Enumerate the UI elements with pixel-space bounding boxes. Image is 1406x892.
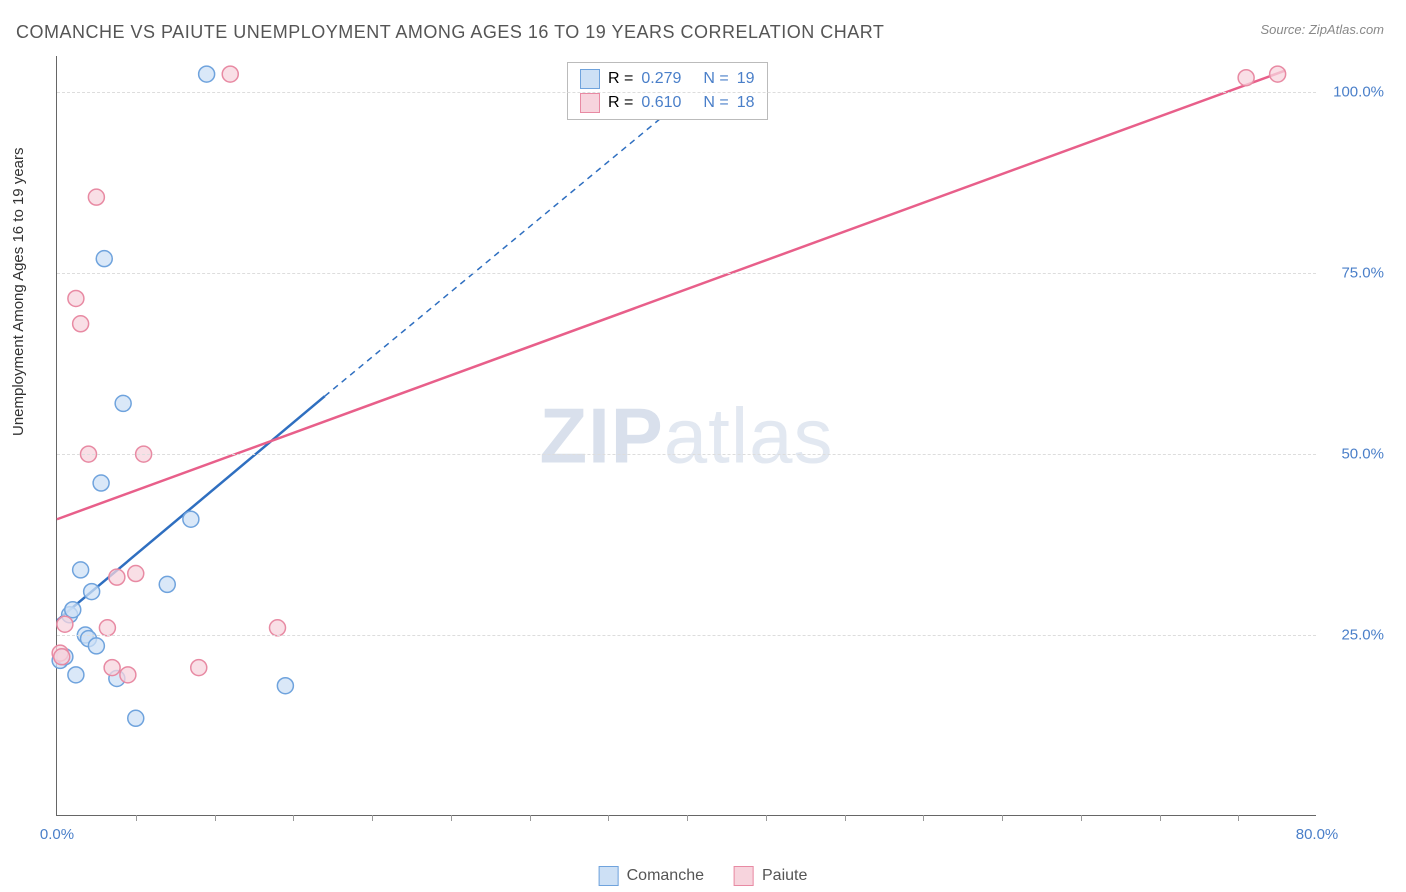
stat-r-label: R = <box>608 70 633 88</box>
series-swatch <box>580 69 600 89</box>
gridline <box>57 92 1316 93</box>
stat-r-label: R = <box>608 94 633 112</box>
x-tick-mark <box>215 815 216 821</box>
x-tick-mark <box>372 815 373 821</box>
x-tick-mark <box>1002 815 1003 821</box>
x-tick-mark <box>1081 815 1082 821</box>
data-point <box>277 678 293 694</box>
data-point <box>54 649 70 665</box>
x-tick-mark <box>1160 815 1161 821</box>
data-point <box>88 638 104 654</box>
stat-r-value: 0.279 <box>641 70 681 88</box>
legend-label: Paiute <box>762 867 807 885</box>
x-tick-mark <box>530 815 531 821</box>
chart-svg <box>57 56 1316 815</box>
legend-swatch <box>599 866 619 886</box>
x-tick-mark <box>845 815 846 821</box>
chart-title: COMANCHE VS PAIUTE UNEMPLOYMENT AMONG AG… <box>16 22 884 43</box>
x-tick-mark <box>1238 815 1239 821</box>
stat-n-label: N = <box>703 70 728 88</box>
data-point <box>88 189 104 205</box>
gridline <box>57 454 1316 455</box>
x-tick-mark <box>687 815 688 821</box>
x-tick-mark <box>766 815 767 821</box>
data-point <box>73 316 89 332</box>
x-tick-label: 80.0% <box>1296 826 1339 843</box>
x-tick-mark <box>136 815 137 821</box>
plot-area: ZIPatlas R =0.279N =19R =0.610N =18 25.0… <box>56 56 1316 816</box>
data-point <box>57 616 73 632</box>
data-point <box>109 569 125 585</box>
gridline <box>57 635 1316 636</box>
data-point <box>183 511 199 527</box>
data-point <box>191 660 207 676</box>
data-point <box>199 66 215 82</box>
data-point <box>84 584 100 600</box>
source-attribution: Source: ZipAtlas.com <box>1260 22 1384 37</box>
stat-n-label: N = <box>703 94 728 112</box>
data-point <box>1238 70 1254 86</box>
data-point <box>99 620 115 636</box>
x-tick-mark <box>923 815 924 821</box>
legend-item: Paiute <box>734 866 807 886</box>
x-tick-mark <box>293 815 294 821</box>
stats-row: R = 0.610 N = 18 <box>580 91 755 115</box>
stats-box: R = 0.279 N = 19 R = 0.610 N = 18 <box>567 62 768 120</box>
x-tick-label: 0.0% <box>40 826 74 843</box>
legend: Comanche Paiute <box>599 866 808 886</box>
y-tick-label: 100.0% <box>1324 84 1384 101</box>
legend-swatch <box>734 866 754 886</box>
data-point <box>68 290 84 306</box>
data-point <box>104 660 120 676</box>
data-point <box>68 667 84 683</box>
x-tick-mark <box>451 815 452 821</box>
data-point <box>93 475 109 491</box>
series-swatch <box>580 93 600 113</box>
stat-n-value: 18 <box>737 94 755 112</box>
data-point <box>270 620 286 636</box>
data-point <box>115 395 131 411</box>
data-point <box>159 576 175 592</box>
y-axis-label: Unemployment Among Ages 16 to 19 years <box>10 147 27 436</box>
data-point <box>96 251 112 267</box>
data-point <box>65 602 81 618</box>
stat-n-value: 19 <box>737 70 755 88</box>
stat-r-value: 0.610 <box>641 94 681 112</box>
data-point <box>120 667 136 683</box>
y-tick-label: 25.0% <box>1324 627 1384 644</box>
data-point <box>128 710 144 726</box>
data-point <box>222 66 238 82</box>
data-point <box>1270 66 1286 82</box>
data-point <box>73 562 89 578</box>
stats-row: R = 0.279 N = 19 <box>580 67 755 91</box>
data-point <box>128 566 144 582</box>
x-tick-mark <box>608 815 609 821</box>
legend-label: Comanche <box>627 867 704 885</box>
y-tick-label: 50.0% <box>1324 446 1384 463</box>
legend-item: Comanche <box>599 866 704 886</box>
y-tick-label: 75.0% <box>1324 265 1384 282</box>
gridline <box>57 273 1316 274</box>
regression-line <box>57 70 1286 519</box>
